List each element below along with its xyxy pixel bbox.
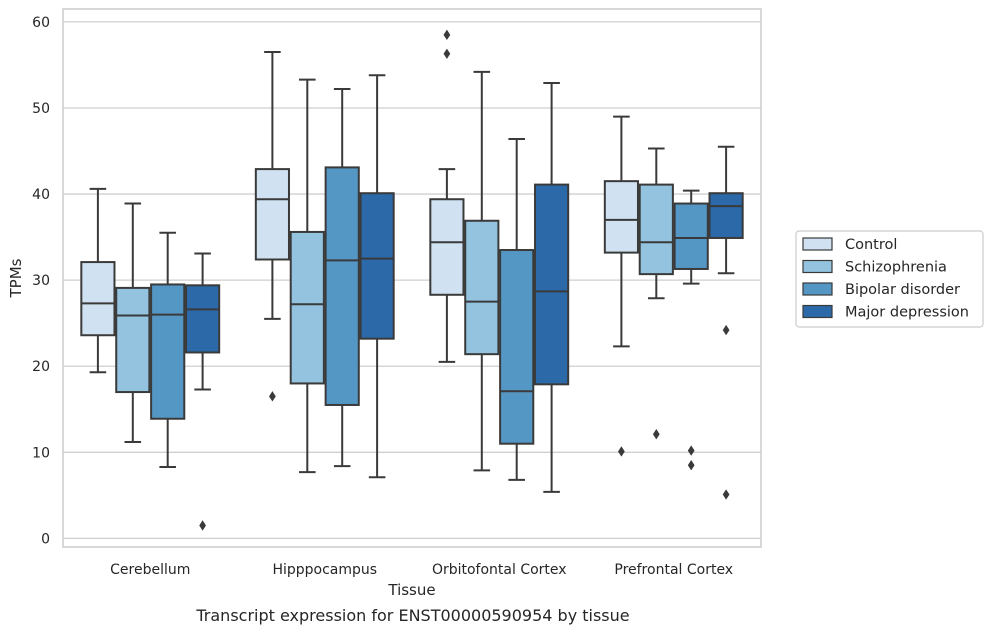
x-axis-label: Tissue: [387, 581, 435, 599]
box-schizophrenia: [289, 78, 325, 474]
y-tick-label: 60: [32, 15, 50, 31]
x-tick-label: Hipppocampus: [272, 562, 377, 578]
box-iqr: [115, 286, 151, 394]
outlier-point: [722, 324, 730, 336]
box-major-depression: [534, 82, 570, 493]
legend-swatch: [802, 237, 833, 251]
outlier-point: [687, 445, 695, 456]
outlier-point: [652, 429, 660, 440]
y-tick-label: 40: [32, 187, 50, 203]
x-tick-label: Orbitofontal Cortex: [432, 562, 567, 578]
plot-frame: [62, 8, 762, 548]
y-tick-label: 50: [32, 101, 50, 117]
y-tick-label: 20: [32, 359, 50, 375]
box-bipolar-disorder: [499, 137, 535, 481]
box-bipolar-disorder: [324, 88, 360, 468]
legend-label: Schizophrenia: [845, 260, 947, 276]
y-tick-label: 30: [32, 273, 50, 289]
box-iqr: [254, 168, 290, 261]
box-iqr: [324, 166, 360, 406]
box-control: [429, 29, 465, 363]
legend-frame: [795, 230, 984, 328]
box-iqr: [708, 192, 744, 239]
y-tick-label: 0: [41, 531, 50, 547]
box-iqr: [150, 283, 186, 420]
box-iqr: [673, 202, 709, 270]
legend-label: Major depression: [845, 305, 969, 321]
box-iqr: [464, 219, 500, 356]
x-tick-label: Cerebellum: [110, 562, 190, 578]
outlier-point: [618, 446, 625, 457]
box-iqr: [429, 198, 465, 296]
outlier-point: [722, 489, 730, 500]
box-iqr: [185, 284, 221, 354]
box-control: [80, 187, 116, 374]
outlier-point: [443, 48, 451, 59]
chart-caption: Transcript expression for ENST0000059095…: [196, 606, 630, 625]
x-tick-label: Prefrontal Cortex: [614, 562, 733, 578]
box-iqr: [534, 183, 570, 386]
box-schizophrenia: [115, 202, 151, 443]
legend-swatch: [802, 282, 833, 296]
outlier-point: [269, 391, 276, 402]
box-control: [603, 115, 639, 457]
outlier-point: [687, 460, 695, 471]
box-iqr: [359, 192, 395, 340]
box-major-depression: [708, 145, 744, 500]
legend-swatch: [802, 259, 833, 274]
outlier-point: [443, 29, 451, 40]
box-iqr: [289, 230, 325, 385]
legend-swatch: [802, 304, 833, 319]
y-axis-label: TPMs: [7, 258, 25, 298]
legend-label: Bipolar disorder: [845, 282, 960, 298]
outlier-point: [199, 520, 206, 531]
legend-label: Control: [845, 237, 897, 253]
y-tick-label: 10: [32, 445, 50, 461]
box-control: [254, 51, 290, 402]
box-iqr: [638, 183, 674, 276]
box-iqr: [603, 180, 639, 254]
box-schizophrenia: [638, 147, 674, 440]
box-schizophrenia: [464, 70, 500, 472]
box-iqr: [80, 261, 116, 337]
box-major-depression: [359, 74, 395, 479]
box-major-depression: [185, 252, 221, 531]
box-bipolar-disorder: [150, 231, 186, 468]
box-iqr: [499, 249, 535, 445]
box-bipolar-disorder: [673, 189, 709, 471]
